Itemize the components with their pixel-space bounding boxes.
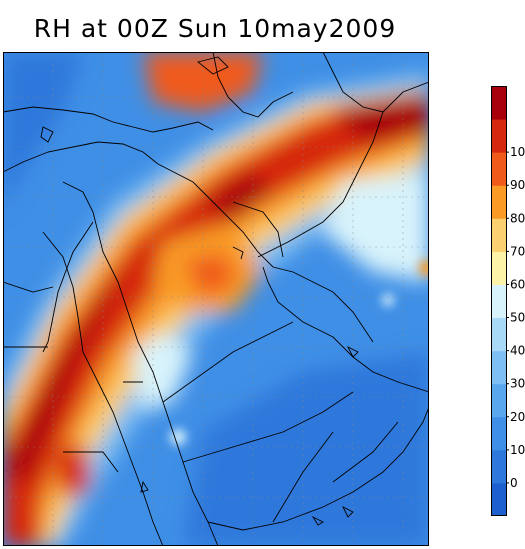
color-bar-swatch <box>492 416 506 451</box>
color-bar-swatch <box>492 86 506 120</box>
grid-lines <box>3 52 429 546</box>
color-bar-swatch <box>492 350 506 385</box>
color-bar-tick-label: 60 <box>510 277 525 291</box>
color-bar-swatch <box>492 251 506 285</box>
color-bar-tick-label: 10 <box>510 145 525 159</box>
color-bar-tick-label: 50 <box>510 311 525 325</box>
color-bar-swatch <box>492 449 506 484</box>
color-bar-swatch <box>492 218 506 252</box>
color-bar-tick-label: 90 <box>510 178 525 192</box>
color-bar-swatch <box>492 482 506 516</box>
color-bar-swatch <box>492 185 506 219</box>
color-bar-swatch <box>492 119 506 153</box>
rh-map <box>3 52 429 546</box>
color-bar-swatch <box>492 284 506 319</box>
color-bar: 0 10 20 30 40 50 60 70 80 90 10 <box>491 86 525 516</box>
color-bar-tick-label: 40 <box>510 344 525 358</box>
color-bar-frame <box>491 86 507 516</box>
coastlines <box>3 52 429 546</box>
humidity-field <box>3 52 429 546</box>
color-bar-swatch <box>492 152 506 186</box>
color-bar-tick-label: 70 <box>510 244 525 258</box>
color-bar-tick-label: 30 <box>510 377 525 391</box>
color-bar-tick-label: 20 <box>510 410 525 424</box>
map-frame <box>3 52 429 546</box>
map-title: RH at 00Z Sun 10may2009 <box>33 14 397 43</box>
color-bar-swatch <box>492 317 506 352</box>
color-bar-tick-label: 10 <box>510 443 525 457</box>
color-bar-tick-label: 0 <box>510 476 518 490</box>
color-bar-swatch <box>492 383 506 418</box>
color-bar-tick-label: 80 <box>510 211 525 225</box>
